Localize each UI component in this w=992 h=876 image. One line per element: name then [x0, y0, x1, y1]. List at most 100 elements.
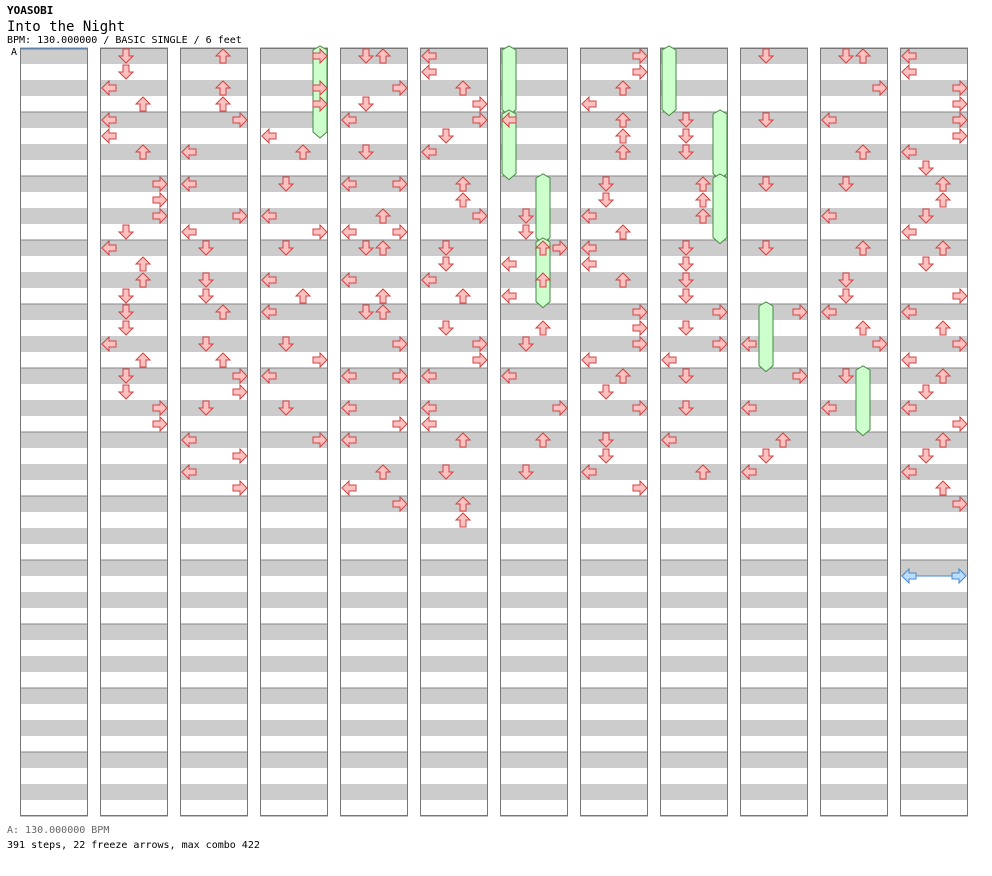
beat-stripe	[420, 496, 488, 512]
beat-stripe	[420, 720, 488, 736]
beat-stripe	[260, 144, 328, 160]
beat-stripe	[900, 80, 968, 96]
step-arrow	[694, 192, 712, 208]
beat-stripe	[340, 752, 408, 768]
step-arrow	[632, 319, 648, 337]
beat-stripe	[260, 112, 328, 128]
step-arrow	[197, 288, 215, 304]
beat-stripe	[580, 592, 648, 608]
step-arrow	[421, 63, 437, 81]
step-arrow	[134, 256, 152, 272]
step-arrow	[792, 367, 808, 385]
beat-stripe	[340, 560, 408, 576]
measure-column	[260, 45, 328, 817]
step-arrow	[597, 176, 615, 192]
beat-stripe	[820, 80, 888, 96]
beat-stripe	[100, 400, 168, 416]
beat-stripe	[260, 720, 328, 736]
beat-stripe	[420, 208, 488, 224]
beat-stripe	[20, 688, 88, 704]
column-border	[900, 48, 968, 816]
step-arrow	[152, 399, 168, 417]
beat-stripe	[900, 144, 968, 160]
beat-stripe	[420, 240, 488, 256]
step-arrow	[117, 320, 135, 336]
step-stats: 391 steps, 22 freeze arrows, max combo 4…	[7, 840, 260, 851]
beat-stripe	[20, 528, 88, 544]
column-border	[100, 48, 168, 816]
step-arrow	[374, 304, 392, 320]
step-arrow	[357, 240, 375, 256]
beat-stripe	[740, 304, 808, 320]
beat-stripe	[420, 272, 488, 288]
beat-stripe	[420, 560, 488, 576]
step-arrow	[952, 335, 968, 353]
beat-stripe	[180, 48, 248, 64]
column-border	[260, 48, 328, 816]
beat-stripe	[660, 176, 728, 192]
step-arrow	[357, 304, 375, 320]
step-arrow	[261, 207, 277, 225]
beat-stripe	[660, 784, 728, 800]
step-arrow	[214, 304, 232, 320]
step-arrow	[614, 224, 632, 240]
step-arrow	[952, 415, 968, 433]
step-arrow	[757, 240, 775, 256]
beat-stripe	[820, 464, 888, 480]
step-arrow	[437, 256, 455, 272]
beat-stripe	[740, 336, 808, 352]
step-arrow	[934, 432, 952, 448]
step-arrow	[917, 160, 935, 176]
beat-stripe	[340, 688, 408, 704]
beat-stripe	[260, 48, 328, 64]
beat-stripe	[900, 688, 968, 704]
beat-stripe	[900, 176, 968, 192]
beat-stripe	[580, 368, 648, 384]
beat-stripe	[180, 368, 248, 384]
step-arrow	[901, 463, 917, 481]
step-arrow	[854, 144, 872, 160]
beat-stripe	[500, 112, 568, 128]
step-arrow	[821, 399, 837, 417]
beat-stripe	[20, 464, 88, 480]
step-arrow	[837, 368, 855, 384]
beat-stripe	[180, 80, 248, 96]
beat-stripe	[580, 400, 648, 416]
step-arrow	[552, 399, 568, 417]
beat-stripe	[420, 80, 488, 96]
step-arrow	[152, 207, 168, 225]
beat-stripe	[660, 368, 728, 384]
beat-stripe	[20, 272, 88, 288]
column-border	[660, 48, 728, 816]
beat-stripe	[100, 464, 168, 480]
step-arrow	[821, 111, 837, 129]
step-arrow	[952, 95, 968, 113]
step-arrow	[632, 335, 648, 353]
beat-stripe	[500, 144, 568, 160]
step-arrow	[472, 351, 488, 369]
step-arrow	[357, 96, 375, 112]
step-arrow	[501, 255, 517, 273]
column-border	[580, 48, 648, 816]
step-arrow	[934, 320, 952, 336]
beat-stripe	[660, 48, 728, 64]
beat-stripe	[820, 496, 888, 512]
beat-stripe	[260, 176, 328, 192]
beat-stripe	[820, 720, 888, 736]
beat-stripe	[180, 432, 248, 448]
freeze-arrow	[855, 365, 871, 437]
beat-stripe	[740, 560, 808, 576]
beat-stripe	[500, 272, 568, 288]
step-arrow	[952, 287, 968, 305]
step-arrow	[312, 351, 328, 369]
beat-stripe	[20, 592, 88, 608]
step-arrow	[312, 431, 328, 449]
beat-stripe	[260, 752, 328, 768]
column-border	[340, 48, 408, 816]
beat-stripe	[260, 336, 328, 352]
beat-stripe	[180, 336, 248, 352]
step-arrow	[677, 400, 695, 416]
step-arrow	[614, 144, 632, 160]
beat-stripe	[660, 400, 728, 416]
step-arrow	[454, 496, 472, 512]
